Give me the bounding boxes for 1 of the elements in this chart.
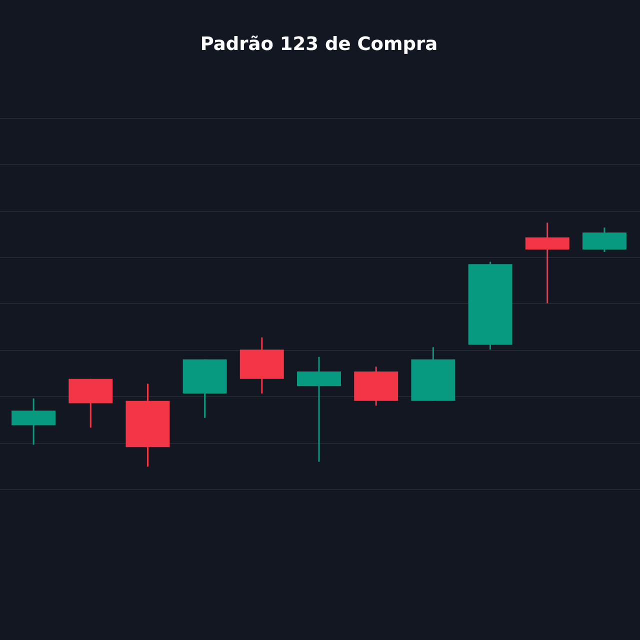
chart-title: Padrão 123 de Compra xyxy=(200,34,438,55)
